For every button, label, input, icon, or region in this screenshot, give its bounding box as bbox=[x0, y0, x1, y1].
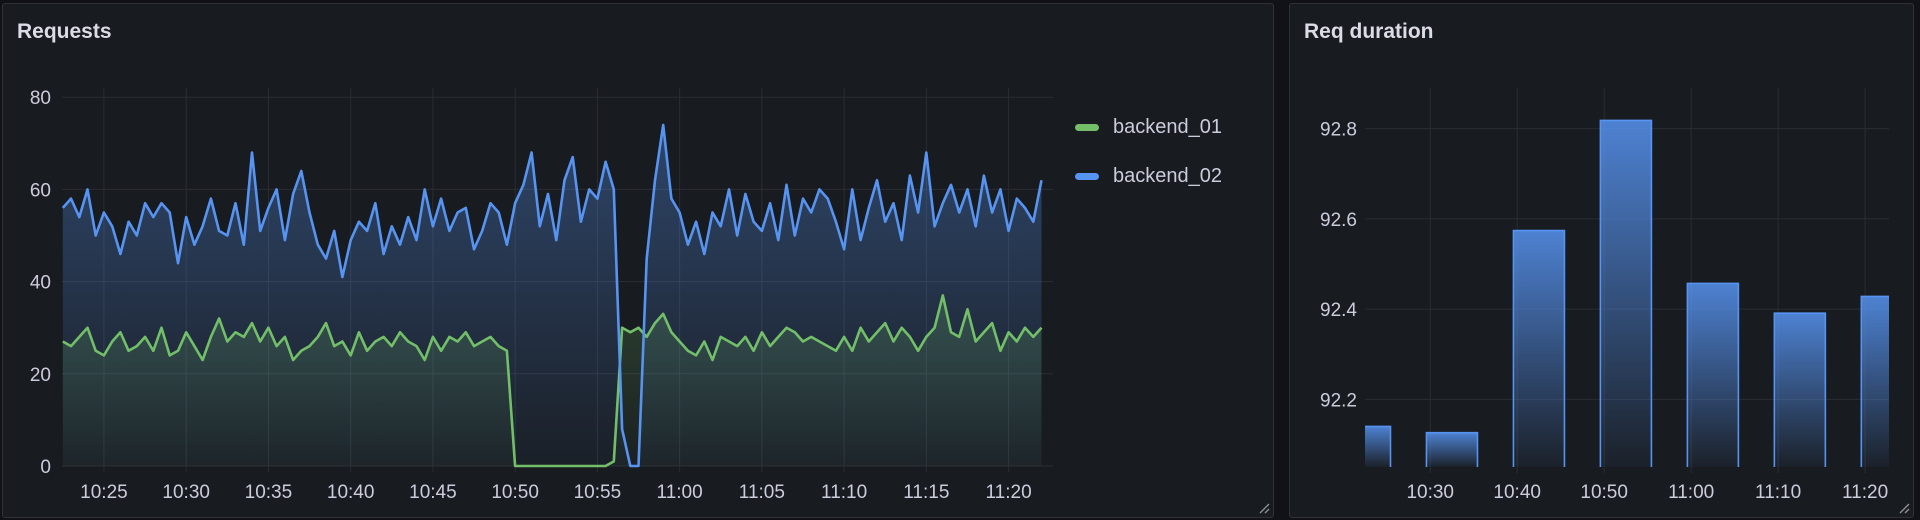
y-tick-label: 92.4 bbox=[1320, 300, 1357, 321]
legend-item-backend-02[interactable]: backend_02 bbox=[1075, 152, 1222, 201]
series-color-swatch bbox=[1075, 124, 1099, 131]
bar-outline bbox=[1860, 295, 1889, 467]
x-tick-label: 11:10 bbox=[821, 482, 867, 503]
panel-title[interactable]: Req duration bbox=[1304, 20, 1434, 43]
bar-outline bbox=[1365, 425, 1392, 467]
bars bbox=[1365, 119, 1889, 467]
y-tick-label: 92.2 bbox=[1320, 390, 1357, 411]
y-tick-label: 40 bbox=[30, 273, 51, 294]
bar bbox=[1861, 296, 1889, 467]
x-tick-label: 11:20 bbox=[1842, 482, 1888, 503]
y-tick-label: 60 bbox=[30, 180, 51, 201]
resize-handle-icon[interactable] bbox=[1896, 500, 1910, 514]
requests-chart: 0 20 40 60 80 10:25 10:30 10:35 10:40 10:45 10:50 1… bbox=[30, 88, 1053, 503]
x-tick-label: 10:50 bbox=[1580, 482, 1628, 503]
bar bbox=[1600, 120, 1652, 467]
resize-handle-icon[interactable] bbox=[1256, 500, 1270, 514]
x-tick-label: 10:30 bbox=[162, 482, 210, 503]
bar bbox=[1513, 230, 1565, 467]
legend-item-backend-01[interactable]: backend_01 bbox=[1075, 103, 1222, 152]
legend-label: backend_02 bbox=[1113, 165, 1222, 187]
x-tick-label: 11:20 bbox=[986, 482, 1032, 503]
req-duration-chart: 92.2 92.4 92.6 92.8 10:30 10:40 10:50 11:00 11:1… bbox=[1320, 88, 1889, 503]
series-line-backend_02 bbox=[61, 123, 1043, 468]
panel-title[interactable]: Requests bbox=[17, 20, 112, 43]
x-tick-label: 11:00 bbox=[1668, 482, 1714, 503]
series-color-swatch bbox=[1075, 173, 1099, 180]
x-tick-label: 10:40 bbox=[1493, 482, 1541, 503]
bar bbox=[1774, 313, 1826, 467]
bar-outline bbox=[1773, 312, 1827, 467]
x-tick-label: 10:40 bbox=[327, 482, 375, 503]
bar-outline bbox=[1686, 282, 1740, 467]
x-tick-label: 10:35 bbox=[245, 482, 293, 503]
y-tick-label: 20 bbox=[30, 365, 51, 386]
bar-outline bbox=[1512, 229, 1566, 467]
series-area-backend_01 bbox=[62, 295, 1042, 466]
x-tick-label: 11:15 bbox=[903, 482, 949, 503]
x-tick-label: 11:00 bbox=[657, 482, 703, 503]
x-tick-label: 10:25 bbox=[80, 482, 128, 503]
series-line-backend_01 bbox=[62, 294, 1043, 468]
bar-outline bbox=[1599, 119, 1653, 467]
x-tick-label: 10:50 bbox=[491, 482, 539, 503]
bar bbox=[1687, 283, 1739, 467]
x-tick-label: 10:55 bbox=[574, 482, 622, 503]
bar bbox=[1365, 426, 1391, 467]
y-tick-label: 0 bbox=[40, 457, 51, 478]
y-tick-label: 92.8 bbox=[1320, 120, 1357, 141]
legend: backend_01 backend_02 bbox=[1075, 103, 1222, 201]
y-tick-label: 92.6 bbox=[1320, 210, 1357, 231]
legend-label: backend_01 bbox=[1113, 116, 1222, 138]
x-tick-label: 11:05 bbox=[739, 482, 785, 503]
bar-outline bbox=[1425, 431, 1479, 467]
x-tick-label: 10:30 bbox=[1406, 482, 1454, 503]
x-tick-label: 11:10 bbox=[1755, 482, 1801, 503]
y-tick-label: 80 bbox=[30, 88, 51, 109]
bar bbox=[1426, 432, 1478, 467]
x-tick-label: 10:45 bbox=[409, 482, 457, 503]
